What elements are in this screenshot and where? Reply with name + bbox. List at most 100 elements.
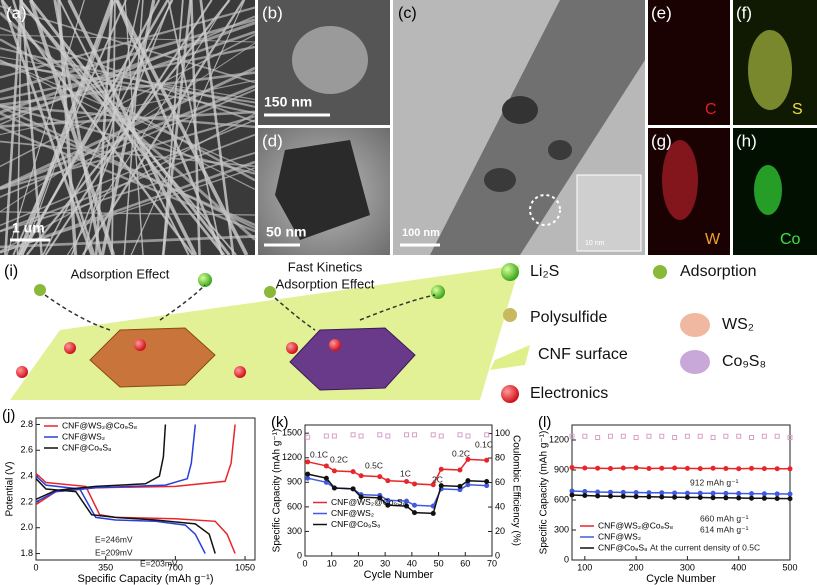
polysulfide bbox=[264, 286, 276, 298]
fiber bbox=[0, 18, 256, 93]
x-tick-label: 70 bbox=[487, 558, 497, 568]
marker bbox=[358, 494, 364, 500]
y2-tick-label: 40 bbox=[495, 501, 505, 511]
marker bbox=[710, 435, 716, 440]
fiber bbox=[29, 0, 231, 256]
fiber bbox=[0, 84, 256, 190]
x-tick-label: 40 bbox=[407, 558, 417, 568]
x-tick-label: 350 bbox=[98, 562, 113, 572]
marker bbox=[620, 465, 626, 471]
x-axis-label: Cycle Number bbox=[646, 573, 716, 585]
legend-text: Co₉S₈ bbox=[722, 353, 766, 370]
marker bbox=[569, 433, 575, 439]
fiber bbox=[0, 21, 256, 114]
fiber bbox=[0, 104, 256, 129]
electron bbox=[329, 339, 341, 351]
panel-label: (b) bbox=[262, 3, 283, 22]
legend-text: CNF surface bbox=[538, 346, 628, 363]
legend-icon bbox=[680, 313, 710, 337]
legend-label: CNF@WS₂ bbox=[62, 431, 105, 441]
series-line bbox=[35, 424, 206, 554]
marker bbox=[331, 485, 337, 491]
marker bbox=[582, 493, 588, 498]
marker bbox=[774, 496, 780, 501]
fiber bbox=[0, 45, 256, 101]
fiber bbox=[0, 140, 256, 168]
y-tick-label: 2.0 bbox=[20, 522, 33, 532]
marker bbox=[323, 475, 329, 481]
x-tick-label: 20 bbox=[353, 558, 363, 568]
marker bbox=[465, 456, 471, 462]
marker bbox=[646, 466, 652, 471]
co9s8-hexagon bbox=[289, 327, 416, 391]
marker bbox=[484, 457, 490, 463]
marker bbox=[787, 435, 793, 440]
element-label: C bbox=[705, 101, 717, 118]
marker bbox=[607, 433, 613, 439]
y2-tick-label: 80 bbox=[495, 452, 505, 462]
marker bbox=[774, 491, 780, 497]
y-tick-label: 300 bbox=[287, 526, 302, 536]
annotation: E=203mV bbox=[140, 558, 178, 568]
marker bbox=[430, 482, 436, 488]
y-axis-label: Specific Capacity (mAh g⁻¹) bbox=[539, 431, 550, 555]
marker bbox=[633, 435, 639, 440]
fiber bbox=[0, 115, 256, 191]
eds-map bbox=[648, 0, 730, 125]
marker bbox=[438, 433, 444, 439]
fiber bbox=[12, 0, 127, 256]
marker bbox=[331, 468, 337, 474]
marker bbox=[323, 479, 329, 485]
annotation: 1C bbox=[400, 468, 411, 478]
marker bbox=[465, 478, 471, 484]
series-line bbox=[35, 424, 216, 554]
marker bbox=[404, 503, 410, 509]
scale-bar-label: 10 nm bbox=[585, 240, 605, 247]
cnf-surface bbox=[10, 265, 520, 400]
marker bbox=[385, 478, 391, 484]
particle bbox=[292, 26, 368, 94]
legend-label: CNF@WS₂@Co₉S₈ bbox=[598, 520, 674, 530]
marker bbox=[633, 494, 639, 500]
fiber bbox=[0, 234, 256, 249]
marker bbox=[350, 469, 356, 475]
fiber bbox=[12, 0, 96, 256]
li2s bbox=[198, 273, 212, 287]
y-tick-label: 900 bbox=[287, 477, 302, 487]
fiber bbox=[0, 38, 256, 182]
x-tick-label: 400 bbox=[731, 562, 746, 572]
marker bbox=[697, 466, 703, 472]
marker bbox=[749, 491, 755, 497]
legend-icon bbox=[503, 308, 517, 322]
marker bbox=[736, 466, 742, 472]
fiber bbox=[94, 0, 114, 256]
legend-text: Li₂S bbox=[530, 263, 559, 280]
legend-icon bbox=[490, 345, 530, 370]
marker bbox=[595, 465, 601, 471]
marker bbox=[723, 495, 729, 501]
marker bbox=[412, 510, 418, 516]
marker bbox=[607, 489, 613, 495]
marker bbox=[582, 465, 588, 471]
marker bbox=[377, 474, 383, 480]
fiber bbox=[0, 62, 256, 104]
x-tick-label: 10 bbox=[327, 558, 337, 568]
marker bbox=[684, 465, 690, 471]
y2-axis-label: Coulombic Efficiency (%) bbox=[510, 435, 521, 546]
marker bbox=[377, 495, 383, 501]
marker bbox=[305, 434, 311, 440]
plot-frame bbox=[304, 424, 493, 557]
legend-label: CNF@WS₂@Co₉S₈ bbox=[331, 497, 407, 507]
annotation: 2C bbox=[432, 474, 443, 484]
annotation: 0.1C bbox=[310, 449, 328, 459]
fiber bbox=[21, 0, 161, 256]
marker bbox=[457, 483, 463, 489]
fiber bbox=[58, 0, 190, 256]
y-tick-label: 1200 bbox=[282, 452, 302, 462]
marker bbox=[787, 496, 793, 502]
electron bbox=[234, 366, 246, 378]
annotation: 614 mAh g⁻¹ bbox=[700, 524, 749, 534]
schematic-title: Fast Kinetics bbox=[288, 259, 363, 274]
y-axis-label: Potential (V) bbox=[5, 461, 16, 516]
marker bbox=[385, 433, 391, 439]
